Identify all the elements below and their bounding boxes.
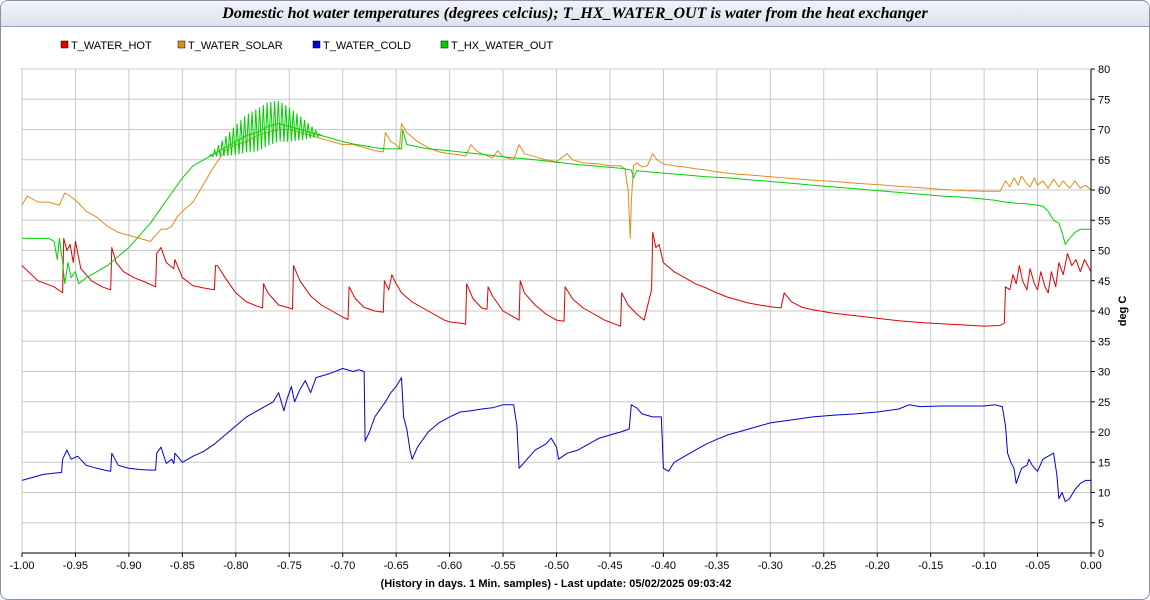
grid [21, 68, 1092, 554]
x-tick-label: -0.45 [597, 560, 622, 572]
legend-item: T_WATER_COLD [312, 40, 411, 52]
y-tick-label: 45 [1098, 276, 1110, 288]
series-lines [21, 100, 1092, 503]
x-axis-label: (History in days. 1 Min. samples) - Last… [381, 578, 732, 590]
legend-label: T_WATER_HOT [71, 40, 152, 52]
legend-label: T_HX_WATER_OUT [451, 40, 553, 52]
x-tick-label: -0.90 [116, 560, 141, 572]
x-tick-label: -0.35 [704, 560, 729, 572]
y-tick-label: 30 [1098, 367, 1110, 379]
legend-swatch [60, 40, 69, 49]
y-tick-label: 35 [1098, 336, 1110, 348]
x-tick-label: -0.10 [972, 560, 997, 572]
x-tick-label: -0.70 [330, 560, 355, 572]
y-tick-label: 75 [1098, 94, 1110, 106]
axes: -1.00 -0.95 -0.90 -0.85 -0.80 -0.75 -0.70 -0.65… [9, 64, 1110, 572]
x-tick-label: -0.25 [811, 560, 836, 572]
x-tick-label: -0.20 [865, 560, 890, 572]
x-tick-label: -0.85 [170, 560, 195, 572]
x-tick-label: -0.40 [651, 560, 676, 572]
y-tick-label: 20 [1098, 427, 1110, 439]
y-tick-label: 70 [1098, 125, 1110, 137]
y-tick-label: 40 [1098, 306, 1110, 318]
y-tick-label: 15 [1098, 457, 1110, 469]
y-tick-label: 0 [1098, 548, 1104, 560]
x-tick-label: -0.60 [437, 560, 462, 572]
y-tick-label: 55 [1098, 215, 1110, 227]
x-tick-label: -0.75 [277, 560, 302, 572]
series-line-t-water-hot [21, 231, 1092, 327]
x-tick-label: -0.80 [223, 560, 248, 572]
series-line-t-hx-water-out [22, 123, 1091, 285]
series-line-t-water-cold [21, 368, 1091, 503]
legend-item: T_WATER_SOLAR [177, 40, 283, 52]
legend: T_WATER_HOT T_WATER_SOLAR T_WATER_COLD T_HX… [60, 40, 553, 52]
y-tick-label: 25 [1098, 397, 1110, 409]
y-tick-label: 50 [1098, 246, 1110, 258]
series-line-t-hx-water-out-oscillation [208, 100, 322, 158]
x-tick-label: -0.65 [384, 560, 409, 572]
x-tick-label: -0.50 [544, 560, 569, 572]
x-tick-label: -0.30 [758, 560, 783, 572]
legend-item: T_WATER_HOT [60, 40, 152, 52]
y-tick-label: 80 [1098, 64, 1110, 76]
x-tick-label: 0.00 [1080, 560, 1101, 572]
y-tick-label: 60 [1098, 185, 1110, 197]
y-tick-label: 10 [1098, 488, 1110, 500]
legend-item: T_HX_WATER_OUT [440, 40, 553, 52]
x-tick-label: -1.00 [9, 560, 34, 572]
series-line-t-water-solar [21, 123, 1092, 242]
x-tick-label: -0.55 [491, 560, 516, 572]
legend-swatch [177, 40, 186, 49]
y-axis-label: deg C [1117, 296, 1129, 327]
chart-title: Domestic hot water temperatures (degrees… [1, 1, 1149, 27]
x-tick-label: -0.05 [1025, 560, 1050, 572]
legend-label: T_WATER_SOLAR [188, 40, 283, 52]
y-tick-label: 65 [1098, 155, 1110, 167]
legend-label: T_WATER_COLD [323, 40, 411, 52]
y-tick-label: 5 [1098, 518, 1104, 530]
x-tick-label: -0.15 [918, 560, 943, 572]
legend-swatch [312, 40, 321, 49]
x-tick-label: -0.95 [63, 560, 88, 572]
legend-swatch [440, 40, 449, 49]
